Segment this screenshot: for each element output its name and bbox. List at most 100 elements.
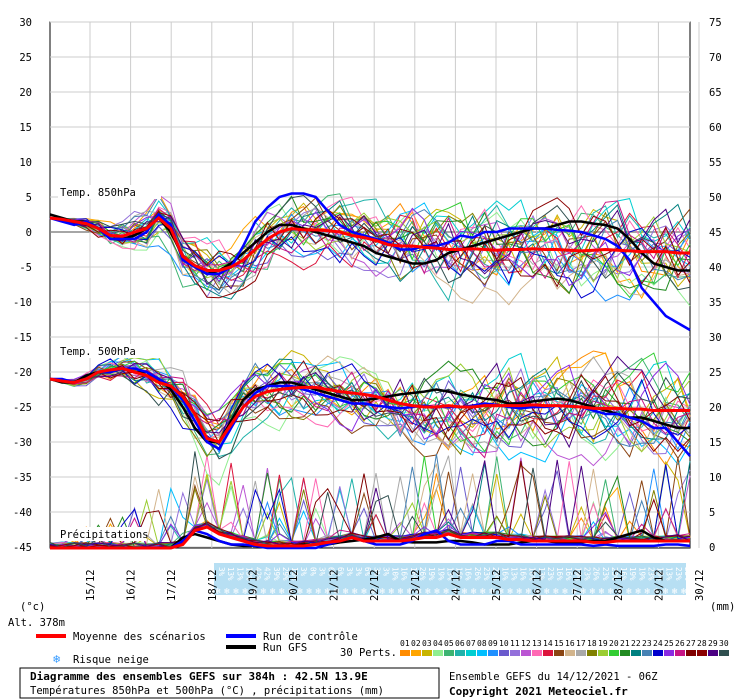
y-left-tick: -15 (13, 332, 32, 344)
snowflake-icon: ❄ (590, 587, 596, 597)
pert-line-24-t850 (49, 217, 691, 299)
snow-risk-value: 42% (263, 567, 272, 581)
pert-color-swatch (631, 650, 641, 656)
pert-number: 30 (719, 639, 729, 648)
snowflake-icon: ❄ (306, 587, 312, 597)
snowflake-icon: ❄ (288, 587, 294, 597)
legend-gfs-label: Run GFS (263, 642, 307, 654)
snow-risk-value: 13% (445, 567, 454, 581)
snow-risk-value: 23% (482, 567, 491, 581)
run-de-contr-le-t850 (49, 192, 691, 332)
pert-color-swatch (521, 650, 531, 656)
y-right-tick: 75 (709, 17, 722, 29)
y-left-tick: 5 (26, 192, 32, 204)
pert-color-swatch (609, 650, 619, 656)
pert-number: 11 (510, 639, 520, 648)
snowflake-icon: ❄ (471, 587, 477, 597)
snow-risk-band (214, 563, 686, 595)
moyenne-des-sc-narios-t850 (49, 216, 690, 272)
pert-line-07-t850 (49, 198, 691, 270)
chart-title: Diagramme des ensembles GEFS sur 384h : … (30, 670, 368, 683)
pert-line-18-t500 (49, 363, 691, 458)
snow-risk-value: 16% (464, 567, 473, 581)
pert-line-30-precip (49, 451, 691, 549)
snowflake-icon: ❄ (224, 587, 230, 597)
pert-color-swatch (587, 650, 597, 656)
snow-risk-value: 42% (254, 567, 263, 581)
y-left-unit: (°c) (20, 601, 45, 613)
y-left-tick: -10 (13, 297, 32, 309)
snowflake-icon: ❄ (453, 587, 459, 597)
y-right-tick: 15 (709, 437, 722, 449)
snowflake-icon: ❄ (562, 587, 568, 597)
snow-risk-value: 3% (381, 567, 390, 577)
snow-risk-value: 39% (272, 567, 281, 581)
snow-risk-value: 16% (519, 567, 528, 581)
pert-line-13-t850 (49, 196, 691, 276)
snow-risk-value: 16% (528, 567, 537, 581)
title-box (19, 667, 440, 699)
y-right-tick: 70 (709, 52, 722, 64)
snow-risk-value: 3% (318, 567, 327, 577)
snowflake-icon: ❄ (608, 587, 614, 597)
pert-color-legend: 01 02 03 04 05 06 07 08 09 10 11 12 13 14 15 16 17 18 19 20… (400, 639, 729, 656)
snow-risk-value: 13% (509, 567, 518, 581)
snowflake-icon: ❄ (462, 587, 468, 597)
t850-panel-label: Temp. 850hPa (60, 187, 136, 199)
snow-risk-value: 16% (555, 567, 564, 581)
snow-risk-value: 3% (354, 567, 363, 577)
pert-color-swatch (675, 650, 685, 656)
y-left-tick: -20 (13, 367, 32, 379)
moyenne-des-sc-narios-precip (50, 525, 690, 550)
snowflake-icon: ❄ (279, 587, 285, 597)
snow-risk-value: 23% (601, 567, 610, 581)
y-left-tick: -25 (13, 402, 32, 414)
x-tick-label: 15/12 (85, 569, 97, 601)
snow-risk-value: 6% (363, 567, 372, 577)
pert-color-swatch (697, 650, 707, 656)
snow-risk-strip: 3% ❄ 13% ❄ 13% ❄ 13% ❄ 42% ❄ 42% ❄ 39% ❄ 29% ❄ 16% ❄ 3% ❄ 0%… (214, 563, 692, 597)
snow-risk-value: 6% (327, 567, 336, 577)
x-tick-label: 18/12 (207, 569, 219, 601)
pert-line-17-t500 (49, 356, 691, 450)
snow-risk-value: 6% (336, 567, 345, 577)
pert-line-24-t500 (49, 358, 691, 446)
snow-risk-value: 16% (564, 567, 573, 581)
y-left-tick: 10 (19, 157, 32, 169)
snowflake-icon: ❄ (635, 587, 641, 597)
snow-risk-value: 10% (391, 567, 400, 581)
snowflake-icon: ❄ (553, 587, 559, 597)
x-tick-label: 23/12 (410, 569, 422, 601)
y-left-tick: -30 (13, 437, 32, 449)
y-left-tick: 30 (19, 17, 32, 29)
pert-color-swatch (686, 650, 696, 656)
legend-control-label: Run de contrôle (263, 631, 358, 643)
snow-risk-value: 23% (646, 567, 655, 581)
snow-risk-value: 19% (637, 567, 646, 581)
snowflake-icon: ❄ (325, 587, 331, 597)
y-right-tick: 35 (709, 297, 722, 309)
y-left-tick: -40 (13, 507, 32, 519)
y-right-tick: 5 (709, 507, 715, 519)
pert-line-23-t850 (49, 194, 691, 295)
x-tick-label: 27/12 (572, 569, 584, 601)
snowflake-icon: ❄ (663, 587, 669, 597)
y-right-tick: 40 (709, 262, 722, 274)
y-left-tick: -35 (13, 472, 32, 484)
pert-color-swatch (422, 650, 432, 656)
snow-risk-value: 16% (656, 567, 665, 581)
x-tick-label: 24/12 (450, 569, 462, 601)
altitude-label: Alt. 378m (8, 617, 65, 629)
snow-risk-value: 23% (582, 567, 591, 581)
pert-number: 14 (543, 639, 553, 648)
pert-number: 27 (686, 639, 696, 648)
y-right-tick: 20 (709, 402, 722, 414)
pert-color-swatch (554, 650, 564, 656)
pert-number: 03 (422, 639, 432, 648)
pert-number: 24 (653, 639, 663, 648)
snowflake-icon: ❄ (352, 587, 358, 597)
snowflake-icon: ❄ (507, 587, 513, 597)
pert-number: 28 (697, 639, 707, 648)
y-right-tick: 30 (709, 332, 722, 344)
